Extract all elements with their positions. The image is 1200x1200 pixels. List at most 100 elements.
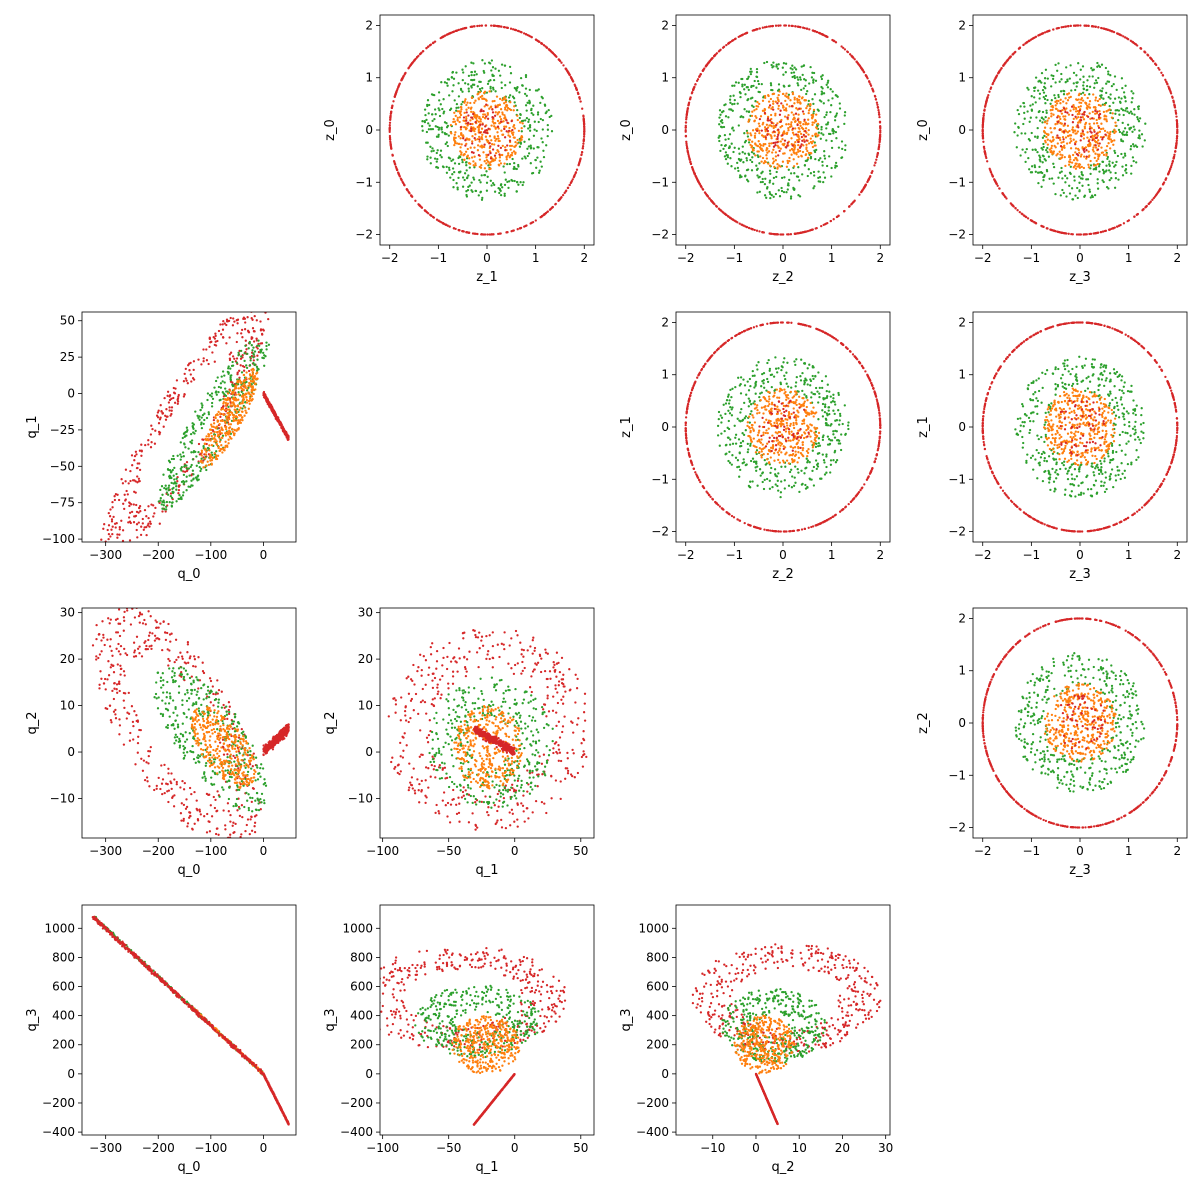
data-point bbox=[800, 143, 803, 146]
data-point bbox=[1072, 158, 1076, 162]
data-point bbox=[720, 143, 723, 147]
data-point bbox=[506, 121, 509, 124]
data-point bbox=[1094, 146, 1098, 149]
data-point bbox=[820, 93, 823, 96]
data-point bbox=[1088, 122, 1091, 126]
data-point bbox=[498, 232, 502, 235]
data-point bbox=[513, 161, 516, 165]
data-point bbox=[144, 443, 147, 447]
data-point bbox=[1106, 157, 1109, 161]
data-point bbox=[778, 113, 782, 116]
data-point bbox=[164, 484, 167, 487]
data-point bbox=[1068, 141, 1072, 144]
data-point bbox=[1097, 126, 1101, 129]
data-point bbox=[772, 126, 775, 130]
data-point bbox=[874, 95, 877, 98]
data-point bbox=[1176, 126, 1179, 129]
data-point bbox=[488, 90, 491, 93]
data-point bbox=[518, 121, 522, 124]
data-point bbox=[1141, 145, 1144, 148]
data-point bbox=[992, 81, 995, 84]
data-point bbox=[780, 189, 784, 193]
data-point bbox=[482, 131, 486, 134]
data-point bbox=[558, 197, 562, 201]
data-point bbox=[236, 332, 239, 335]
data-point bbox=[461, 78, 464, 82]
data-point bbox=[487, 164, 490, 167]
data-point bbox=[1031, 103, 1034, 106]
data-point bbox=[235, 361, 239, 364]
data-point bbox=[1113, 131, 1116, 135]
data-point bbox=[726, 162, 729, 165]
data-point bbox=[465, 137, 469, 140]
data-point bbox=[252, 346, 255, 349]
data-point bbox=[1108, 160, 1111, 163]
data-point bbox=[1103, 118, 1106, 121]
data-point bbox=[776, 96, 779, 99]
data-point bbox=[207, 362, 210, 366]
data-point bbox=[418, 204, 422, 207]
data-point bbox=[527, 138, 531, 141]
data-point bbox=[800, 97, 804, 100]
data-point bbox=[985, 156, 988, 160]
data-point bbox=[388, 121, 392, 124]
data-point bbox=[190, 451, 193, 454]
data-point bbox=[462, 71, 465, 74]
data-point bbox=[251, 349, 254, 352]
data-point bbox=[106, 528, 109, 532]
data-point bbox=[492, 159, 495, 162]
data-point bbox=[1108, 228, 1111, 231]
data-point bbox=[792, 71, 796, 74]
data-point bbox=[1110, 177, 1113, 180]
data-point bbox=[776, 122, 779, 125]
data-point bbox=[1071, 198, 1074, 201]
data-point bbox=[756, 144, 760, 148]
data-point bbox=[470, 84, 473, 88]
data-point bbox=[466, 147, 469, 151]
data-point bbox=[828, 155, 831, 158]
data-point bbox=[1080, 96, 1084, 100]
data-point bbox=[1059, 98, 1062, 101]
data-point bbox=[840, 156, 844, 159]
data-point bbox=[1104, 133, 1107, 136]
data-point bbox=[1041, 121, 1044, 124]
data-point bbox=[460, 143, 463, 146]
data-point bbox=[787, 123, 790, 126]
data-point bbox=[1138, 117, 1142, 120]
data-point bbox=[513, 101, 516, 104]
data-point bbox=[1041, 171, 1044, 175]
data-point bbox=[1095, 231, 1098, 235]
data-point bbox=[221, 434, 225, 437]
data-point bbox=[510, 119, 513, 123]
data-point bbox=[814, 79, 818, 82]
data-point bbox=[797, 126, 800, 130]
data-point bbox=[467, 231, 471, 234]
data-point bbox=[1102, 172, 1105, 175]
data-point bbox=[1089, 172, 1092, 176]
data-point bbox=[582, 135, 586, 138]
data-point bbox=[580, 153, 583, 156]
data-point bbox=[1044, 115, 1047, 119]
data-point bbox=[749, 158, 752, 162]
data-point bbox=[780, 176, 784, 180]
data-point bbox=[771, 24, 774, 28]
data-point bbox=[125, 489, 128, 493]
data-point bbox=[116, 493, 119, 496]
data-point bbox=[1099, 127, 1103, 131]
data-point bbox=[245, 366, 249, 370]
data-point bbox=[444, 142, 447, 146]
data-point bbox=[790, 137, 793, 140]
data-point bbox=[787, 97, 790, 100]
data-point bbox=[1073, 175, 1076, 178]
data-point bbox=[1038, 119, 1042, 122]
data-point bbox=[185, 430, 189, 433]
data-point bbox=[388, 134, 392, 138]
data-point bbox=[1045, 135, 1048, 139]
y-tick-label: −1 bbox=[651, 175, 669, 189]
data-point bbox=[1094, 79, 1098, 82]
data-point bbox=[520, 136, 524, 139]
data-point bbox=[170, 406, 174, 409]
data-point bbox=[1106, 131, 1109, 134]
data-point bbox=[489, 85, 492, 89]
data-point bbox=[774, 100, 777, 103]
